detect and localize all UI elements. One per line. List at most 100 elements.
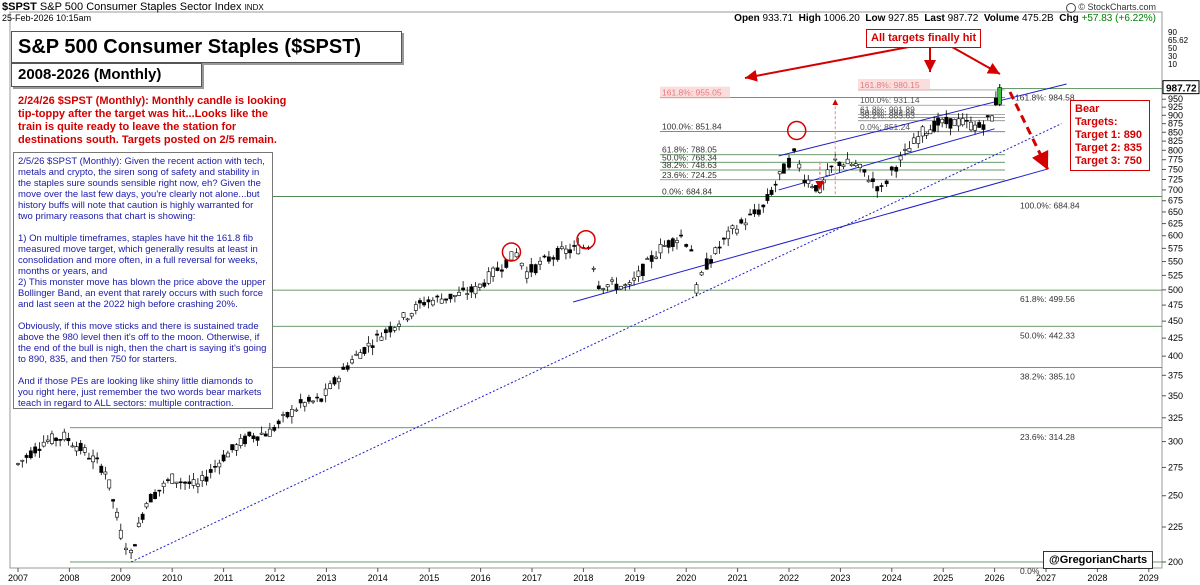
- candle-body: [307, 396, 311, 402]
- commentary-box: 2/5/26 $SPST (Monthly): Given the recent…: [13, 152, 273, 409]
- candle-body: [542, 255, 547, 258]
- candle-body: [204, 476, 209, 482]
- y-tick-label: 725: [1168, 175, 1183, 185]
- candle-body: [362, 347, 367, 354]
- x-tick-label: 2012: [265, 573, 285, 583]
- commentary-text: 2/5/26 $SPST (Monthly): Given the recent…: [18, 156, 268, 420]
- ohlc-readout: Open 933.71 High 1006.20 Low 927.85 Last…: [734, 13, 1156, 24]
- candle-body: [993, 97, 998, 106]
- candle-body: [614, 283, 619, 291]
- trend-lines: [130, 83, 1067, 563]
- candle-body: [196, 483, 200, 487]
- candle-body: [418, 300, 422, 304]
- candle-body: [397, 323, 401, 327]
- candle-body: [898, 155, 903, 161]
- candle-body: [350, 359, 355, 364]
- candle-body: [519, 262, 524, 267]
- candle-body: [704, 258, 709, 270]
- y-tick-label: 850: [1168, 127, 1183, 137]
- candle-body: [409, 313, 414, 317]
- candle-body: [174, 481, 179, 484]
- candle-body: [726, 230, 731, 240]
- candle-body: [267, 428, 272, 437]
- targets-hit-label: All targets finally hit: [866, 29, 982, 48]
- candle-body: [426, 299, 431, 303]
- candle-body: [336, 377, 341, 383]
- candle-body: [969, 121, 973, 131]
- candle-body: [849, 163, 854, 167]
- candle-body: [564, 248, 568, 254]
- x-tick-label: 2018: [573, 573, 593, 583]
- candle-body: [16, 463, 20, 465]
- y-tick-label: 525: [1168, 270, 1183, 280]
- arrow-to-target-1: [744, 42, 931, 82]
- y-axis: 200 225 250 275 300 325 350 375 400 425 450 475 500 5…: [1162, 28, 1200, 567]
- candle-body: [24, 455, 29, 458]
- x-tick-label: 2020: [676, 573, 696, 583]
- candle-body: [285, 411, 290, 418]
- candle-body: [345, 365, 350, 370]
- header-datetime: 25-Feb-2026 10:15am: [2, 13, 92, 23]
- candle-body: [649, 255, 654, 262]
- candle-body: [20, 459, 25, 462]
- candle-body: [191, 479, 196, 486]
- bear-projection-arrow: [1008, 91, 1050, 171]
- y-tick-label: 550: [1168, 257, 1183, 267]
- candle-body: [247, 431, 252, 437]
- candle-body: [383, 329, 388, 334]
- candle-body: [871, 178, 875, 182]
- candle-body: [932, 120, 937, 132]
- y-tick-label: 825: [1168, 136, 1183, 146]
- last-value: 987.72: [947, 13, 979, 24]
- candle-body: [825, 169, 830, 177]
- index-name: S&P 500 Consumer Staples Sector Index: [39, 1, 242, 13]
- candle-body: [675, 240, 679, 244]
- candle-body: [802, 179, 807, 184]
- candle-body: [509, 251, 514, 261]
- last-label: Last: [924, 13, 945, 24]
- y-tick-label: 925: [1168, 102, 1183, 112]
- candle-body: [797, 163, 802, 169]
- fib-label-2022: 61.8%: 788.05: [662, 145, 717, 155]
- fib-label: 61.8%: 499.56: [1020, 294, 1075, 304]
- bear-target-2: Target 2: 835: [1075, 142, 1143, 154]
- candle-body: [884, 180, 889, 185]
- x-tick-label: 2009: [111, 573, 131, 583]
- candle-body: [654, 256, 658, 259]
- x-tick-label: 2016: [471, 573, 491, 583]
- candle-body: [495, 267, 500, 271]
- candle-body: [903, 149, 907, 151]
- candle-body: [435, 295, 440, 298]
- candle-body: [709, 259, 713, 264]
- candle-body: [153, 491, 157, 500]
- candle-body: [41, 441, 46, 447]
- candle-body: [452, 294, 457, 297]
- candle-body: [853, 163, 858, 167]
- candle-body: [430, 299, 435, 306]
- candle-body: [837, 161, 842, 167]
- candle-body: [87, 457, 91, 460]
- candle-body: [689, 249, 694, 252]
- y-tick-label: 375: [1168, 370, 1183, 380]
- candle-body: [413, 304, 418, 311]
- y-tick-label: 400: [1168, 351, 1183, 361]
- y-tick-label: 600: [1168, 231, 1183, 241]
- candle-body: [58, 439, 63, 441]
- lower-channel-line: [572, 168, 1047, 303]
- candle-body: [328, 383, 332, 389]
- candle-body: [601, 288, 606, 290]
- commentary-para-2: 1) On multiple timeframes, staples have …: [18, 233, 266, 310]
- candle-body: [684, 244, 689, 247]
- candle-body: [875, 186, 880, 192]
- candle-body: [623, 284, 628, 286]
- candle-body: [640, 263, 645, 277]
- x-tick-label: 2024: [882, 573, 902, 583]
- fib-label-2022: 50.0%: 768.34: [662, 152, 717, 162]
- candle-body: [401, 312, 406, 318]
- x-tick-label: 2019: [625, 573, 645, 583]
- x-tick-label: 2025: [933, 573, 953, 583]
- y-tick-label: 875: [1168, 119, 1183, 129]
- peak-circle: [501, 242, 522, 262]
- open-value: 933.71: [762, 13, 794, 24]
- candle-body: [302, 402, 307, 407]
